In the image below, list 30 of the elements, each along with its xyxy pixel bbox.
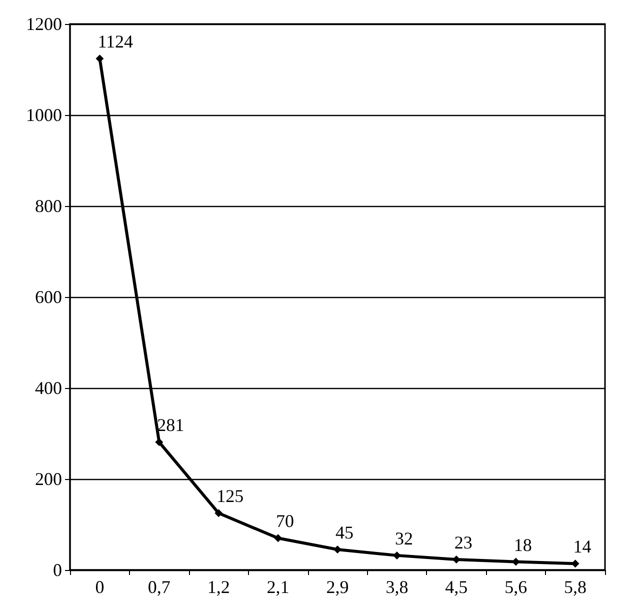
y-tick-label: 600 [35, 287, 62, 307]
x-tick-label: 1,2 [207, 577, 230, 597]
data-label: 45 [336, 522, 354, 543]
x-tick-label: 2,1 [266, 577, 290, 597]
x-tick-label: 3,8 [386, 577, 408, 597]
data-label: 18 [514, 534, 532, 555]
x-tick-label: 5,6 [504, 577, 528, 597]
x-tick-label: 0 [95, 577, 104, 597]
y-tick-label: 400 [35, 378, 62, 398]
data-label: 125 [216, 486, 244, 506]
data-label: 32 [394, 528, 413, 548]
y-tick-label: 800 [35, 196, 62, 216]
y-tick-label: 200 [35, 469, 62, 489]
point [214, 509, 223, 518]
data-label: 14 [573, 536, 592, 557]
x-tick-label: 2,9 [326, 577, 349, 597]
data-label: 70 [276, 511, 294, 532]
point [96, 54, 104, 63]
data-label: 281 [157, 415, 184, 436]
x-tick-label: 4,5 [445, 577, 468, 597]
data-label: 1124 [98, 32, 134, 52]
point [274, 534, 282, 542]
x-tick-label: 0,7 [148, 577, 170, 597]
point [334, 546, 342, 554]
y-tick-label: 1200 [26, 14, 62, 34]
y-tick-label: 0 [53, 560, 62, 580]
data-label: 23 [454, 532, 472, 553]
point [155, 438, 164, 446]
x-tick-label: 5,8 [564, 577, 587, 597]
y-tick-label: 1000 [26, 105, 62, 125]
